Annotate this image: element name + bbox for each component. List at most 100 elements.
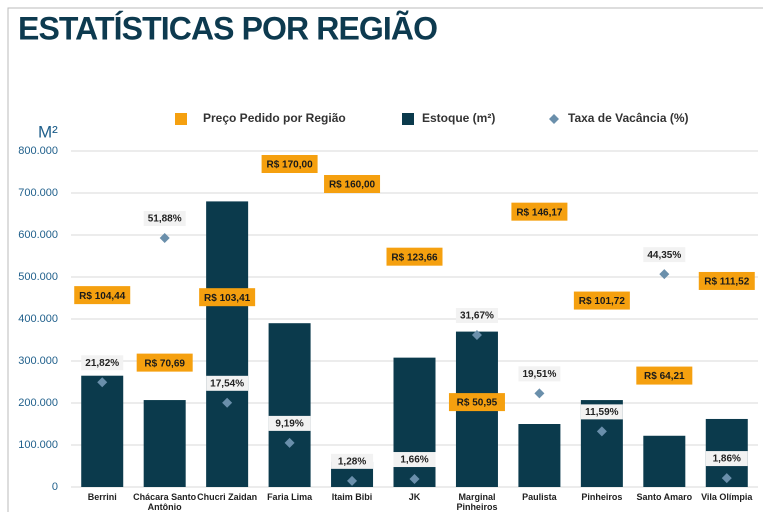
x-tick-label: Faria Lima bbox=[267, 492, 313, 502]
diamond-marker bbox=[284, 437, 295, 448]
x-tick-label: Vila Olímpia bbox=[701, 492, 753, 502]
legend-label: Estoque (m²) bbox=[422, 111, 495, 125]
x-tick-label-box: Chucri Zaidan bbox=[197, 492, 258, 502]
legend-marker bbox=[175, 113, 187, 125]
diamond-marker bbox=[409, 474, 420, 485]
data-label: 1,86% bbox=[713, 454, 741, 465]
price-label: R$ 101,72 bbox=[579, 296, 626, 307]
diamond-marker bbox=[659, 269, 670, 280]
diamond-marker bbox=[596, 426, 607, 437]
diamond-marker bbox=[97, 377, 108, 388]
y-tick-label: 100.000 bbox=[18, 439, 58, 451]
data-label-box bbox=[393, 452, 436, 468]
x-tick-label: Marginal Pinheiros bbox=[456, 492, 498, 512]
x-tick-label: Chucri Zaidan bbox=[197, 492, 258, 502]
data-label: 11,59% bbox=[585, 407, 618, 418]
diamond-marker bbox=[534, 388, 545, 399]
x-tick-label-box: Vila Olímpia bbox=[701, 492, 753, 502]
price-label: R$ 103,41 bbox=[204, 293, 251, 304]
data-label: 21,82% bbox=[85, 358, 119, 369]
frame bbox=[7, 7, 763, 512]
bar bbox=[643, 435, 686, 487]
x-tick-label: Itaim Bibi bbox=[331, 492, 373, 502]
data-label-box bbox=[81, 355, 124, 371]
y-tick-label: 500.000 bbox=[18, 271, 58, 283]
price-label-box bbox=[636, 366, 693, 385]
price-label: R$ 146,17 bbox=[516, 207, 563, 218]
legend-marker bbox=[402, 113, 414, 125]
data-label-box bbox=[268, 415, 311, 431]
price-label-box bbox=[448, 393, 505, 412]
price-label: R$ 160,00 bbox=[329, 180, 376, 191]
diamond-marker bbox=[471, 329, 482, 340]
x-tick-label: Santo Amaro bbox=[636, 492, 693, 502]
price-label: R$ 111,52 bbox=[704, 277, 749, 288]
x-tick-label: Paulista bbox=[522, 492, 557, 502]
x-tick-label: JK bbox=[408, 492, 421, 502]
bar bbox=[393, 357, 436, 487]
price-label-box bbox=[386, 247, 443, 266]
y-tick-label: 800.000 bbox=[18, 145, 58, 157]
price-label: R$ 70,69 bbox=[144, 358, 185, 369]
x-tick-label-box: Marginal Pinheiros bbox=[456, 492, 498, 512]
legend-label: Preço Pedido por Região bbox=[203, 111, 346, 125]
x-tick-label-box: Paulista bbox=[522, 492, 557, 502]
price-label-box bbox=[136, 353, 193, 372]
x-tick-label-box: Itaim Bibi bbox=[331, 492, 373, 502]
x-tick-label: Chácara Santo Antônio bbox=[133, 492, 197, 512]
price-label-box bbox=[74, 286, 131, 305]
x-tick-label: Pinheiros bbox=[581, 492, 623, 502]
diamond-marker bbox=[347, 475, 358, 486]
price-label-box bbox=[511, 202, 568, 221]
x-tick-label-box: Pinheiros bbox=[581, 492, 623, 502]
data-label: 51,88% bbox=[148, 214, 182, 225]
price-label: R$ 123,66 bbox=[391, 252, 438, 263]
bar bbox=[518, 424, 561, 487]
chart-title: ESTATÍSTICAS POR REGIÃO bbox=[18, 10, 438, 46]
diamond-marker bbox=[222, 397, 233, 408]
legend-label: Taxa de Vacância (%) bbox=[568, 111, 689, 125]
data-label: 1,28% bbox=[338, 456, 366, 467]
x-tick-label-box: Santo Amaro bbox=[636, 492, 693, 502]
price-label: R$ 170,00 bbox=[267, 160, 314, 171]
diamond-marker bbox=[159, 232, 170, 243]
y-axis-label: M² bbox=[38, 122, 58, 141]
data-label-box bbox=[643, 247, 686, 263]
x-tick-label-box: Berrini bbox=[87, 492, 117, 502]
y-tick-label: 400.000 bbox=[18, 313, 58, 325]
x-tick-label-box: JK bbox=[408, 492, 421, 502]
bar bbox=[143, 400, 186, 487]
price-label-box bbox=[324, 175, 381, 193]
price-label-box bbox=[698, 271, 755, 290]
data-label-box bbox=[518, 366, 561, 382]
bar bbox=[268, 323, 311, 487]
x-tick-label: Berrini bbox=[87, 492, 117, 502]
legend-marker bbox=[549, 114, 559, 124]
x-tick-label-box: Faria Lima bbox=[267, 492, 313, 502]
price-label-box bbox=[199, 288, 256, 307]
data-label: 1,66% bbox=[400, 455, 428, 466]
diamond-marker bbox=[721, 473, 732, 484]
price-label: R$ 104,44 bbox=[79, 291, 126, 302]
data-label: 44,35% bbox=[647, 250, 681, 261]
data-label: 31,67% bbox=[460, 311, 494, 322]
bar bbox=[81, 375, 124, 487]
data-label: 17,54% bbox=[210, 378, 244, 389]
y-tick-label: 200.000 bbox=[18, 397, 58, 409]
y-tick-label: 700.000 bbox=[18, 187, 58, 199]
x-tick-label-box: Chácara Santo Antônio bbox=[133, 492, 197, 512]
data-label: 9,19% bbox=[275, 419, 303, 430]
price-label: R$ 64,21 bbox=[644, 371, 685, 382]
data-label-box bbox=[580, 404, 623, 420]
data-label-box bbox=[705, 451, 748, 467]
y-tick-label: 600.000 bbox=[18, 229, 58, 241]
data-label: 19,51% bbox=[522, 369, 556, 380]
data-label-box bbox=[143, 210, 186, 226]
price-label-box bbox=[573, 291, 630, 310]
price-label-box bbox=[261, 155, 318, 173]
data-label-box bbox=[331, 453, 374, 469]
bar bbox=[206, 201, 249, 487]
price-label: R$ 50,95 bbox=[457, 398, 498, 409]
y-tick-label: 300.000 bbox=[18, 355, 58, 367]
